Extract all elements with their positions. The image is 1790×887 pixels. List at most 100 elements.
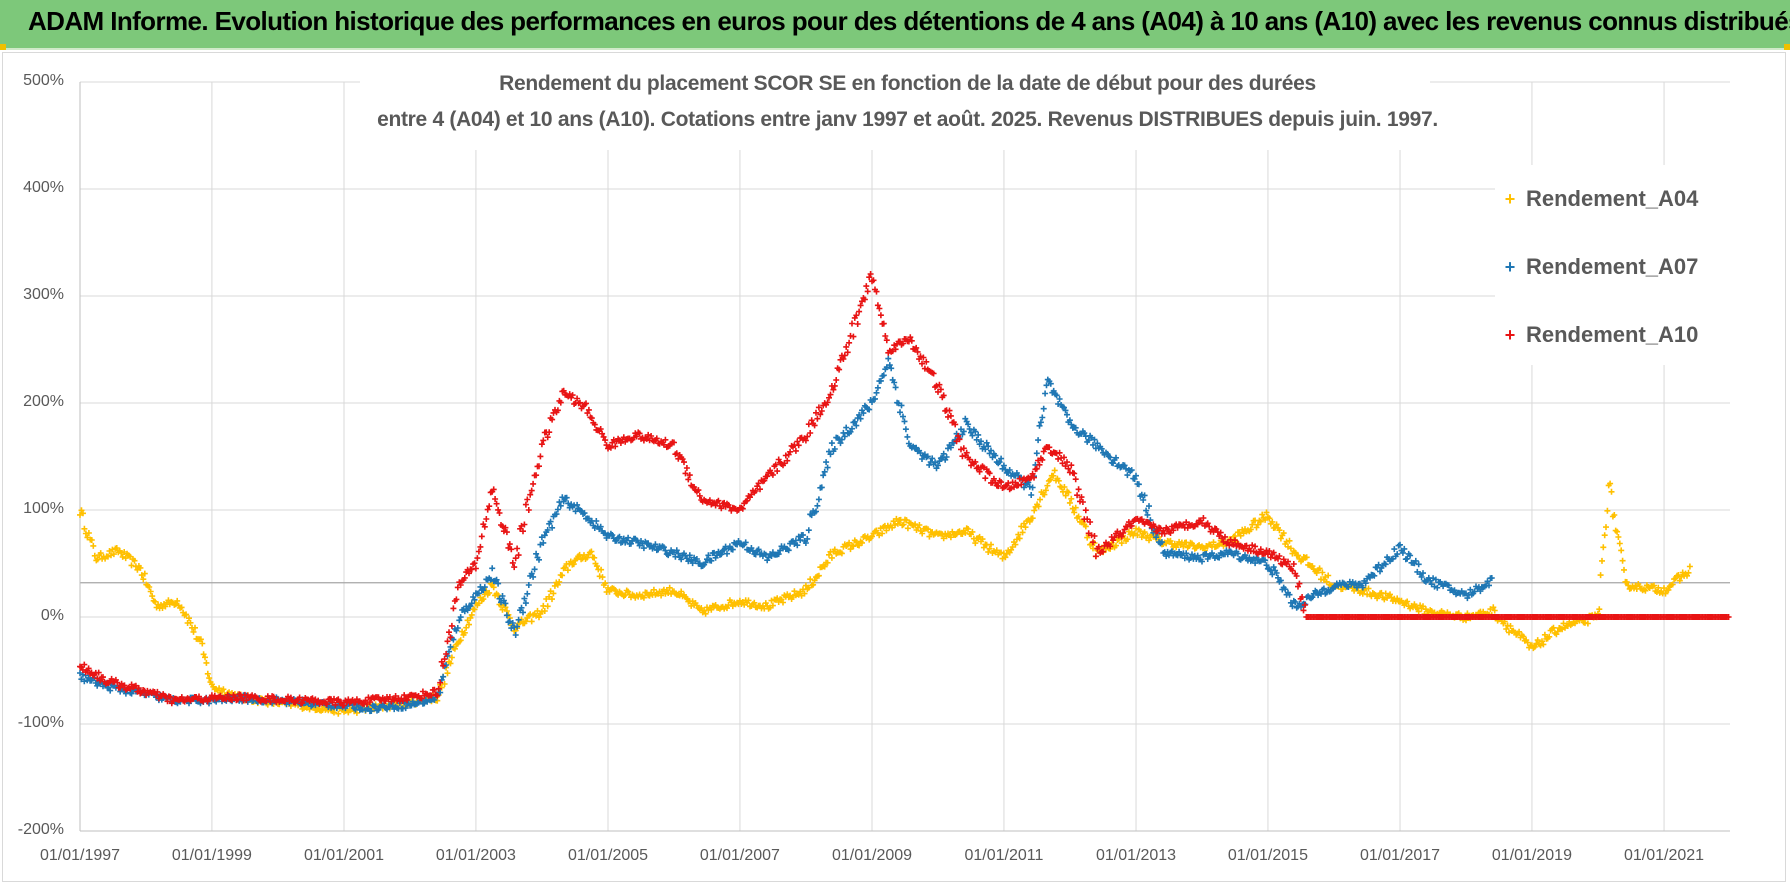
data-point xyxy=(900,413,906,420)
data-point xyxy=(914,348,921,355)
data-point xyxy=(866,274,873,281)
data-point xyxy=(827,451,834,458)
data-point xyxy=(877,377,884,384)
data-point xyxy=(471,606,478,613)
data-point xyxy=(751,599,758,606)
data-point xyxy=(1387,591,1393,598)
data-point xyxy=(853,422,860,429)
data-point xyxy=(1082,507,1089,514)
data-point xyxy=(492,496,499,502)
data-point xyxy=(90,542,97,549)
data-point xyxy=(533,550,540,557)
data-point xyxy=(866,406,873,413)
data-point xyxy=(784,457,791,464)
data-point xyxy=(204,670,211,677)
data-point xyxy=(742,539,749,546)
data-point xyxy=(1488,575,1495,581)
data-point xyxy=(478,533,485,540)
data-point xyxy=(1662,590,1669,597)
data-point xyxy=(1133,472,1139,479)
data-point xyxy=(1432,576,1439,583)
data-point xyxy=(514,545,521,552)
data-point xyxy=(1276,553,1283,559)
data-point xyxy=(1564,623,1571,629)
data-point xyxy=(1068,462,1075,469)
data-point xyxy=(863,283,870,290)
data-point xyxy=(1042,487,1049,494)
data-point xyxy=(1607,480,1614,487)
data-point xyxy=(511,564,518,571)
data-point xyxy=(1601,532,1608,539)
data-point xyxy=(1391,546,1398,553)
y-tick-label: 300% xyxy=(23,286,64,303)
data-point xyxy=(782,452,789,459)
data-point xyxy=(873,288,880,295)
data-point xyxy=(947,444,954,451)
x-tick-label: 01/01/2019 xyxy=(1491,847,1572,864)
data-point xyxy=(1065,489,1072,496)
data-point xyxy=(95,669,102,676)
data-point xyxy=(1029,484,1036,491)
data-point xyxy=(662,547,669,554)
data-point xyxy=(1491,607,1498,614)
data-point xyxy=(769,471,776,478)
data-point xyxy=(755,480,762,487)
data-point xyxy=(1141,529,1148,536)
data-point xyxy=(913,344,920,351)
data-point xyxy=(597,426,604,432)
legend-item-a04: + Rendement_A04 xyxy=(1500,165,1755,233)
data-point xyxy=(919,530,926,537)
chart-frame xyxy=(2,52,1786,882)
data-point xyxy=(769,602,776,609)
data-point xyxy=(119,553,126,560)
data-point xyxy=(904,525,911,532)
data-point xyxy=(757,486,763,493)
data-point xyxy=(1062,492,1069,499)
data-point xyxy=(192,624,198,631)
data-point xyxy=(441,681,448,687)
data-point xyxy=(1382,561,1389,568)
data-point xyxy=(841,433,848,440)
data-point xyxy=(1050,387,1057,394)
data-point xyxy=(341,702,347,709)
data-point xyxy=(541,532,548,539)
data-point xyxy=(560,387,567,394)
data-point xyxy=(206,675,213,682)
legend-item-a07: + Rendement_A07 xyxy=(1500,233,1755,301)
data-point xyxy=(530,480,537,487)
data-point xyxy=(826,394,832,401)
data-point xyxy=(196,693,202,700)
data-point xyxy=(1072,476,1079,483)
data-point xyxy=(920,354,927,361)
data-point xyxy=(982,475,989,482)
data-point xyxy=(447,634,454,641)
data-point xyxy=(1204,520,1211,527)
data-point xyxy=(1039,456,1046,463)
data-point xyxy=(499,593,506,599)
data-point xyxy=(1273,521,1280,528)
data-point xyxy=(792,447,799,454)
data-point xyxy=(577,399,583,406)
data-point xyxy=(1071,470,1078,477)
data-point xyxy=(1267,554,1274,561)
data-point xyxy=(1078,494,1085,501)
data-point xyxy=(147,588,154,595)
data-point xyxy=(998,479,1005,486)
data-point xyxy=(1362,580,1369,587)
data-point xyxy=(528,570,535,577)
data-point xyxy=(752,487,759,494)
data-point xyxy=(1273,570,1280,576)
data-point xyxy=(454,625,461,631)
data-point xyxy=(607,444,614,451)
data-point xyxy=(894,520,901,527)
data-point xyxy=(1031,474,1037,481)
data-point xyxy=(859,539,865,546)
data-point xyxy=(164,698,171,705)
data-point xyxy=(1055,401,1062,407)
data-point xyxy=(860,410,867,417)
data-point xyxy=(522,618,529,625)
data-point xyxy=(1098,445,1105,452)
data-point xyxy=(502,524,509,531)
data-point xyxy=(512,632,519,638)
x-tick-label: 01/01/2003 xyxy=(435,847,516,864)
